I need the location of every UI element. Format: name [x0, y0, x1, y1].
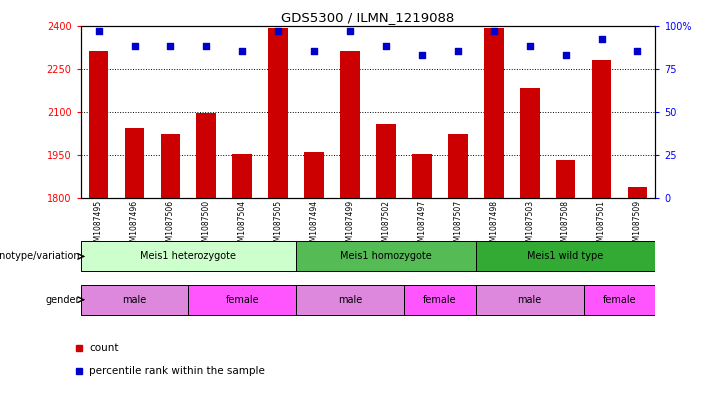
Bar — [340, 51, 360, 198]
Text: genotype/variation: genotype/variation — [0, 252, 80, 261]
Point — [93, 28, 104, 34]
Point — [560, 52, 571, 58]
FancyBboxPatch shape — [583, 285, 655, 315]
Bar — [484, 28, 503, 198]
Point — [381, 43, 392, 50]
Text: male: male — [517, 295, 542, 305]
Text: male: male — [123, 295, 147, 305]
Text: Meis1 homozygote: Meis1 homozygote — [340, 252, 432, 261]
Point — [273, 28, 284, 34]
Text: female: female — [423, 295, 456, 305]
Point — [237, 48, 248, 55]
Point — [129, 43, 140, 50]
Bar — [556, 160, 576, 198]
FancyBboxPatch shape — [404, 285, 476, 315]
Bar — [304, 152, 324, 198]
Text: count: count — [90, 343, 119, 353]
FancyBboxPatch shape — [189, 285, 297, 315]
FancyBboxPatch shape — [297, 241, 476, 272]
Bar — [268, 28, 288, 198]
Bar — [233, 154, 252, 198]
Text: female: female — [603, 295, 637, 305]
Point — [416, 52, 428, 58]
FancyBboxPatch shape — [297, 285, 404, 315]
Bar — [89, 51, 109, 198]
Point — [165, 43, 176, 50]
Point — [308, 48, 320, 55]
Point — [632, 48, 643, 55]
Text: female: female — [226, 295, 259, 305]
Point — [524, 43, 536, 50]
Bar — [161, 134, 180, 198]
FancyBboxPatch shape — [81, 241, 297, 272]
Text: percentile rank within the sample: percentile rank within the sample — [90, 366, 265, 376]
Text: gender: gender — [46, 295, 80, 305]
Text: Meis1 wild type: Meis1 wild type — [527, 252, 604, 261]
Point — [488, 28, 499, 34]
Text: male: male — [338, 295, 362, 305]
Bar — [627, 187, 647, 198]
Point — [596, 36, 607, 42]
Bar — [520, 88, 540, 198]
FancyBboxPatch shape — [81, 285, 189, 315]
Bar — [196, 114, 216, 198]
Bar — [448, 134, 468, 198]
Bar — [125, 128, 144, 198]
Title: GDS5300 / ILMN_1219088: GDS5300 / ILMN_1219088 — [281, 11, 455, 24]
FancyBboxPatch shape — [476, 285, 583, 315]
Point — [344, 28, 355, 34]
Point — [200, 43, 212, 50]
Bar — [592, 60, 611, 198]
Bar — [412, 154, 432, 198]
FancyBboxPatch shape — [476, 241, 655, 272]
Bar — [376, 123, 396, 198]
Point — [452, 48, 463, 55]
Text: Meis1 heterozygote: Meis1 heterozygote — [140, 252, 236, 261]
